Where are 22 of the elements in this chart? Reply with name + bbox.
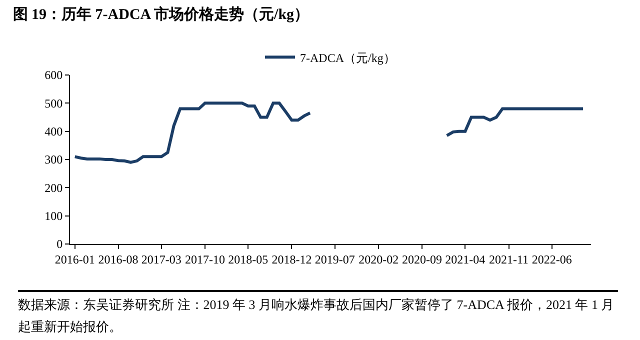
- y-tick-label: 600: [44, 68, 63, 82]
- legend-label: 7-ADCA（元/kg）: [300, 50, 396, 65]
- x-tick-label: 2022-06: [532, 252, 572, 266]
- y-tick-label: 300: [44, 152, 63, 167]
- y-tick-label: 200: [44, 180, 63, 195]
- x-tick-label: 2021-04: [445, 252, 486, 266]
- x-tick-label: 2018-12: [272, 252, 312, 266]
- y-tick-label: 500: [44, 96, 63, 110]
- y-tick-label: 400: [44, 124, 63, 139]
- source-note: 数据来源：东吴证券研究所 注：2019 年 3 月响水爆炸事故后国内厂家暂停了 7-ADCA 报价，2021 年 1 月起重新开始报价。: [18, 296, 616, 336]
- x-tick-label: 2016-08: [98, 252, 138, 266]
- x-tick-label: 2017-10: [184, 252, 225, 266]
- chart-title: 图 19：历年 7-ADCA 市场价格走势（元/kg）: [12, 4, 310, 23]
- x-tick-label: 2020-02: [358, 252, 399, 266]
- x-tick-label: 2018-05: [228, 252, 268, 266]
- x-tick-label: 2021-11: [488, 252, 529, 266]
- x-tick-label: 2017-03: [141, 252, 182, 266]
- x-tick-label: 2016-01: [54, 252, 95, 266]
- x-tick-label: 2020-09: [402, 252, 442, 266]
- y-tick-label: 100: [44, 209, 63, 224]
- y-tick-label: 0: [56, 237, 63, 252]
- x-tick-label: 2019-07: [314, 252, 355, 266]
